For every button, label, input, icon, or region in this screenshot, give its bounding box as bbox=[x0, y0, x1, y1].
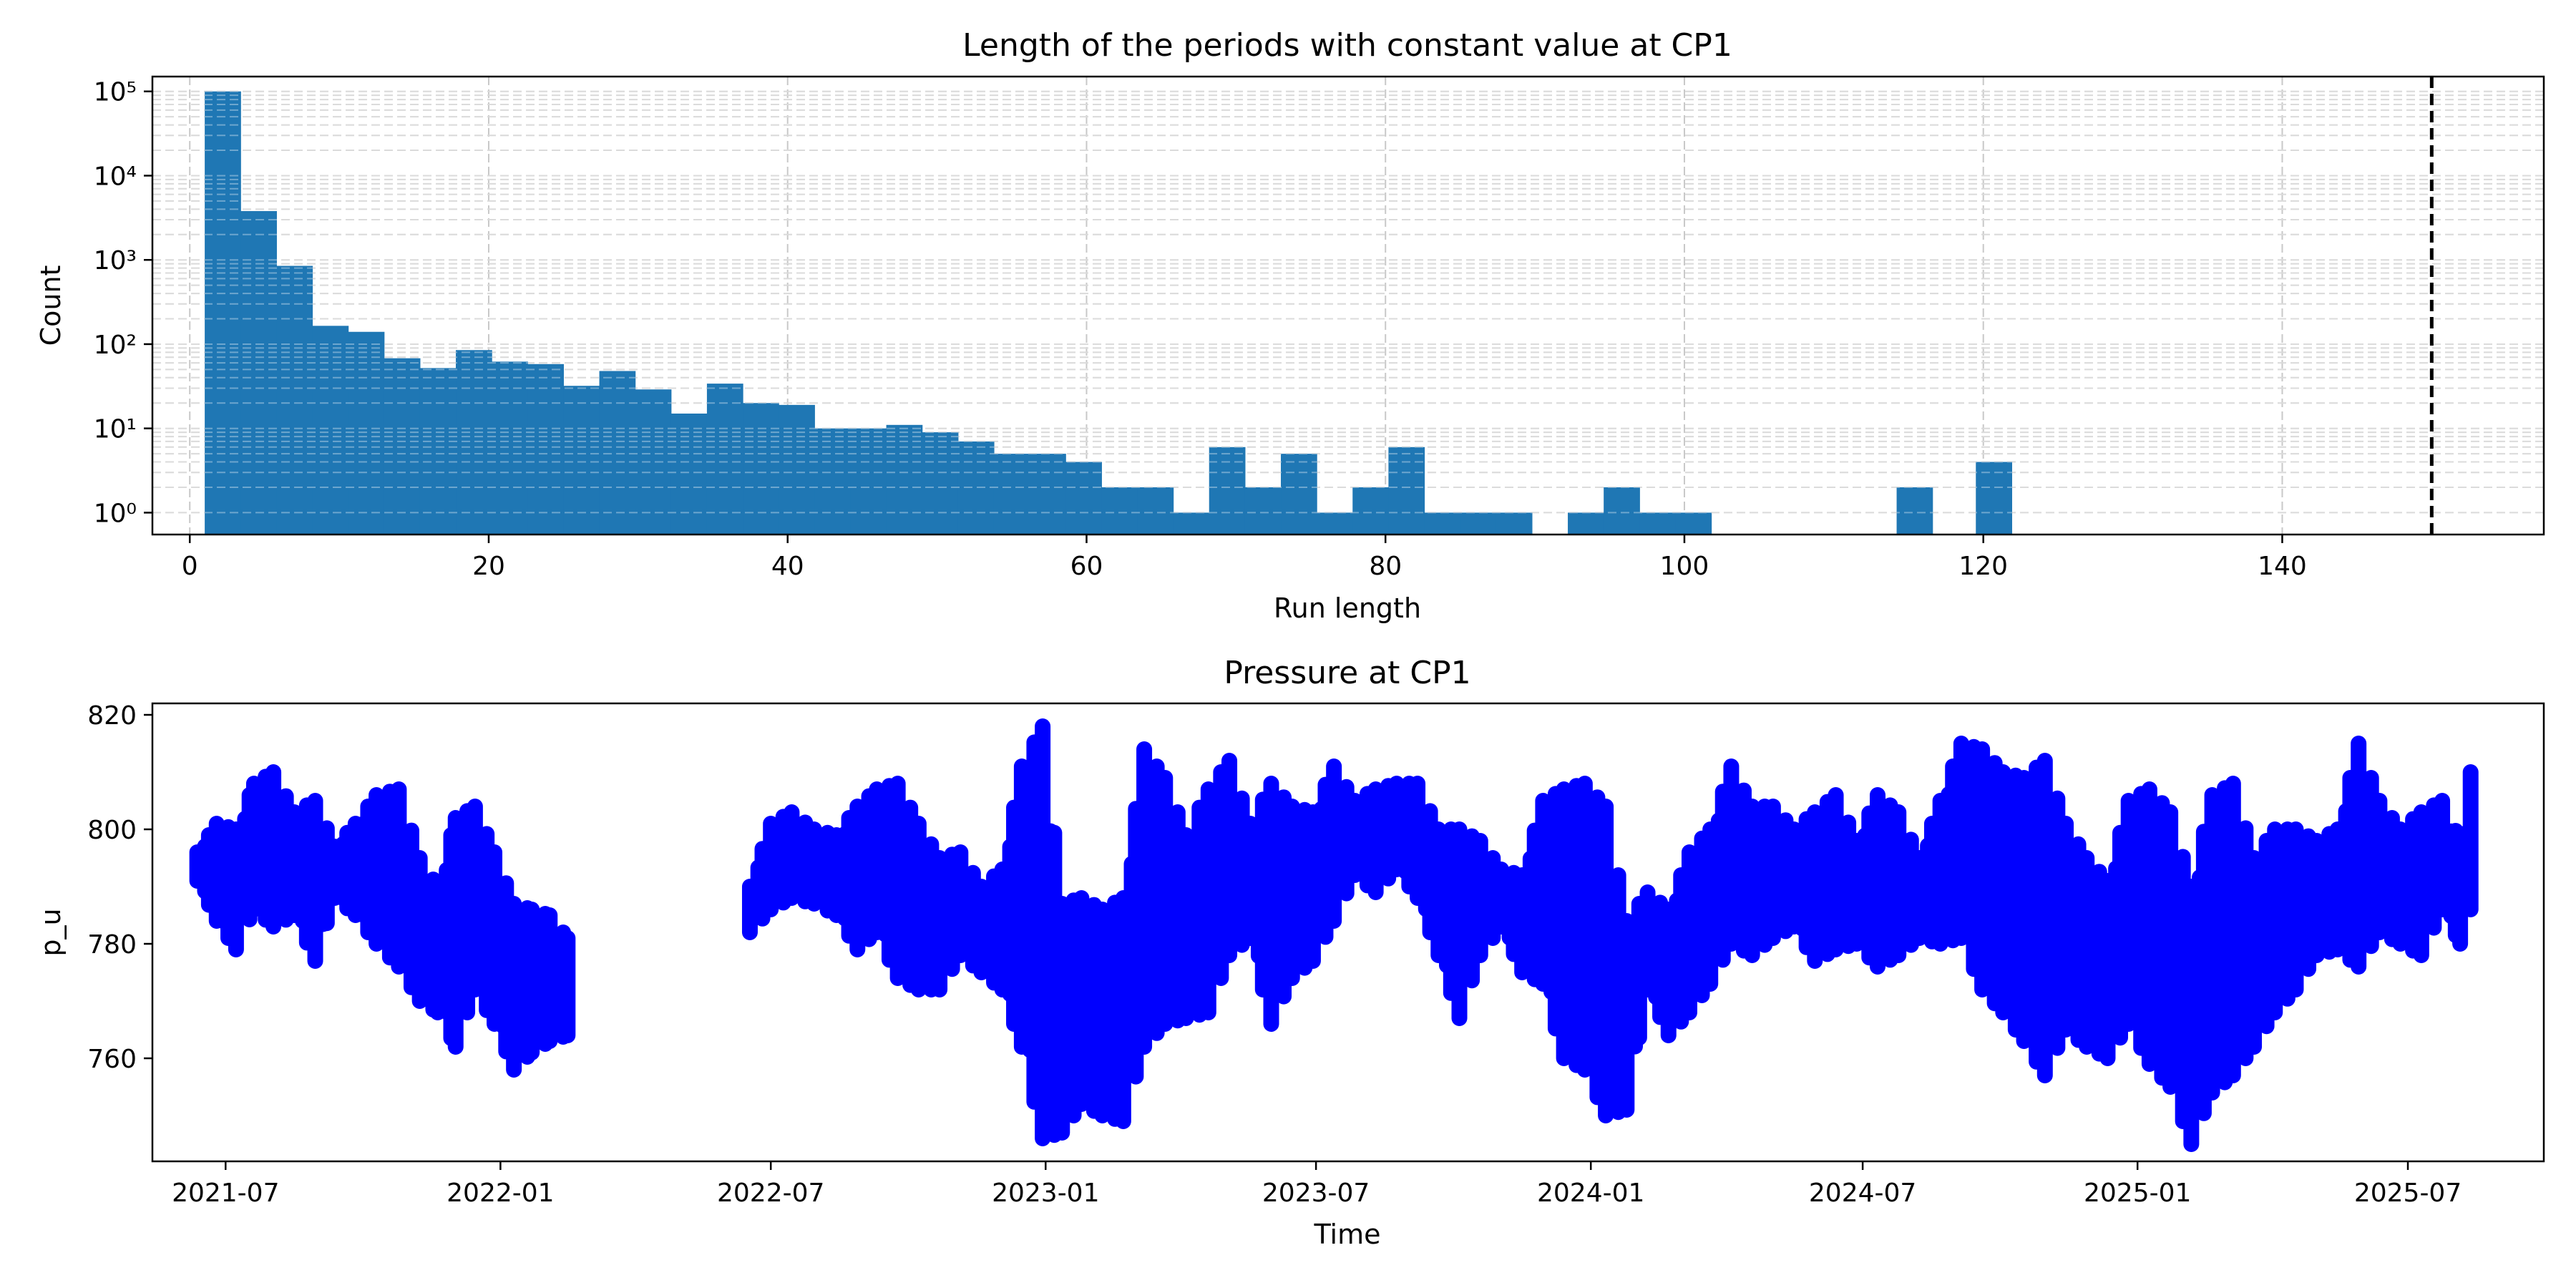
hist-x-tick-label: 40 bbox=[771, 552, 804, 581]
hist-bar bbox=[1317, 512, 1353, 535]
ts-x-ticks: 2021-07 2022-01 2022-07 2023-01 2023-07 2024-… bbox=[172, 1161, 2462, 1208]
hist-bar bbox=[743, 403, 779, 535]
ts-x-tick-label: 2024-07 bbox=[1809, 1179, 1916, 1208]
hist-bar bbox=[1568, 512, 1604, 535]
ts-title: Pressure at CP1 bbox=[1224, 655, 1470, 691]
ts-y-label: p_u bbox=[35, 908, 67, 956]
ts-x-tick-label: 2025-01 bbox=[2084, 1179, 2191, 1208]
hist-bar bbox=[1352, 487, 1389, 535]
hist-bars bbox=[152, 90, 2544, 535]
hist-y-tick-label: 10² bbox=[94, 331, 137, 360]
hist-bar bbox=[635, 389, 672, 535]
hist-bar bbox=[1137, 487, 1174, 535]
ts-x-tick-label: 2024-01 bbox=[1537, 1179, 1644, 1208]
hist-y-tick-label: 10³ bbox=[94, 246, 137, 275]
hist-bar bbox=[922, 432, 959, 535]
hist-x-ticks: 0 20 40 60 80 100 120 140 bbox=[182, 535, 2307, 581]
hist-bar bbox=[456, 350, 492, 535]
hist-bar bbox=[1639, 512, 1677, 535]
ts-plot-frame bbox=[151, 702, 2545, 1163]
ts-x-tick-label: 2023-07 bbox=[1262, 1179, 1370, 1208]
ts-y-ticks: 760 780 800 820 bbox=[87, 701, 152, 1074]
ts-y-tick-label: 780 bbox=[87, 930, 137, 960]
hist-bar bbox=[1496, 512, 1533, 535]
ts-y-tick-label: 820 bbox=[87, 701, 137, 731]
hist-x-tick-label: 80 bbox=[1369, 552, 1402, 581]
hist-bar bbox=[1460, 512, 1497, 535]
hist-bar bbox=[1244, 487, 1282, 535]
hist-bar bbox=[886, 424, 923, 535]
ts-y-tick-label: 800 bbox=[87, 816, 137, 845]
ts-x-tick-label: 2021-07 bbox=[172, 1179, 279, 1208]
hist-bar bbox=[957, 441, 995, 535]
pressure-time-series: Pressure at CP1 2021-07 2022-01 2022-07 202… bbox=[35, 655, 2545, 1250]
ts-x-label: Time bbox=[1314, 1219, 1381, 1250]
hist-bar bbox=[779, 404, 815, 535]
hist-x-tick-label: 100 bbox=[1660, 552, 1709, 581]
hist-y-label: Count bbox=[35, 265, 67, 346]
hist-bar bbox=[312, 326, 349, 535]
ts-points bbox=[189, 718, 2479, 1152]
hist-bar bbox=[1173, 512, 1210, 535]
hist-bar bbox=[384, 358, 421, 535]
hist-plot-frame bbox=[151, 75, 2545, 536]
ts-x-tick-label: 2022-01 bbox=[447, 1179, 554, 1208]
hist-x-tick-label: 120 bbox=[1958, 552, 2008, 581]
hist-bar bbox=[814, 428, 852, 535]
hist-bar bbox=[205, 91, 241, 535]
hist-y-ticks: 10⁰ 10¹ 10² 10³ 10⁴ 10⁵ bbox=[94, 78, 152, 528]
hist-bar bbox=[1675, 512, 1712, 535]
hist-x-tick-label: 140 bbox=[2258, 552, 2307, 581]
hist-bar bbox=[850, 428, 887, 535]
hist-x-label: Run length bbox=[1274, 592, 1421, 624]
hist-bar bbox=[1388, 447, 1425, 535]
hist-bar bbox=[563, 386, 600, 535]
hist-bar bbox=[1281, 454, 1317, 535]
hist-bar bbox=[599, 371, 636, 535]
ts-x-tick-label: 2025-07 bbox=[2354, 1179, 2462, 1208]
hist-bar bbox=[1101, 487, 1138, 535]
hist-bar bbox=[419, 368, 457, 535]
hist-bar bbox=[1209, 447, 1246, 535]
hist-bar bbox=[670, 413, 708, 535]
hist-y-tick-label: 10¹ bbox=[94, 415, 137, 444]
ts-x-tick-label: 2023-01 bbox=[992, 1179, 1099, 1208]
run-length-histogram: Length of the periods with constant valu… bbox=[35, 27, 2545, 624]
hist-bar bbox=[1065, 462, 1102, 535]
ts-y-tick-label: 760 bbox=[87, 1045, 137, 1074]
hist-bar bbox=[993, 454, 1030, 535]
hist-bar bbox=[1896, 487, 1933, 535]
hist-x-tick-label: 60 bbox=[1070, 552, 1103, 581]
hist-bar bbox=[706, 384, 743, 535]
hist-bar bbox=[1030, 454, 1066, 535]
hist-bar bbox=[276, 265, 313, 535]
hist-bar bbox=[527, 364, 565, 535]
hist-bar bbox=[348, 331, 385, 535]
hist-y-tick-label: 10⁰ bbox=[94, 499, 137, 528]
hist-y-tick-label: 10⁵ bbox=[94, 78, 137, 107]
hist-bar bbox=[240, 210, 277, 535]
hist-x-tick-label: 0 bbox=[182, 552, 198, 581]
hist-bar bbox=[1976, 462, 2013, 535]
hist-title: Length of the periods with constant valu… bbox=[962, 27, 1732, 64]
hist-bar bbox=[1604, 487, 1640, 535]
ts-x-tick-label: 2022-07 bbox=[717, 1179, 824, 1208]
hist-x-tick-label: 20 bbox=[472, 552, 505, 581]
hist-bar bbox=[492, 361, 528, 535]
hist-bar bbox=[1424, 512, 1461, 535]
hist-y-tick-label: 10⁴ bbox=[94, 162, 137, 191]
